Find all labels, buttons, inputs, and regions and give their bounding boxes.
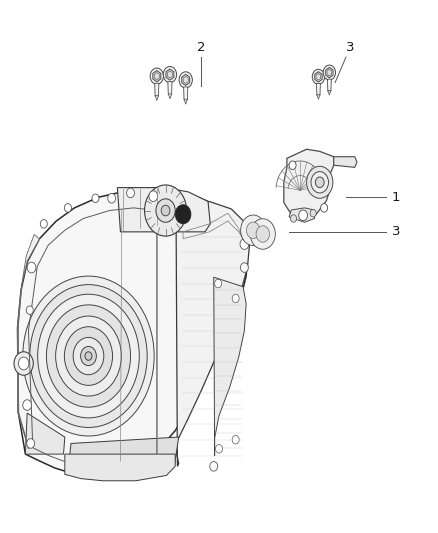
Polygon shape — [334, 157, 357, 167]
Polygon shape — [175, 201, 250, 466]
Polygon shape — [18, 235, 39, 449]
Circle shape — [64, 327, 113, 385]
Text: 2: 2 — [197, 42, 206, 54]
Circle shape — [27, 439, 35, 448]
Circle shape — [108, 193, 116, 203]
Polygon shape — [155, 95, 159, 100]
Circle shape — [23, 400, 32, 410]
Circle shape — [250, 219, 276, 249]
Circle shape — [312, 69, 325, 84]
Circle shape — [240, 215, 266, 246]
Text: 1: 1 — [392, 191, 400, 204]
Circle shape — [179, 72, 192, 88]
Circle shape — [323, 65, 336, 80]
Text: 3: 3 — [392, 225, 400, 238]
Circle shape — [30, 285, 147, 427]
Polygon shape — [25, 413, 65, 454]
Circle shape — [127, 188, 134, 198]
Polygon shape — [117, 188, 210, 232]
Circle shape — [240, 239, 249, 249]
Polygon shape — [289, 208, 314, 222]
Circle shape — [240, 263, 248, 272]
Polygon shape — [184, 99, 187, 104]
Circle shape — [38, 294, 139, 418]
Polygon shape — [328, 79, 331, 91]
Circle shape — [163, 67, 177, 83]
Circle shape — [27, 262, 36, 273]
Circle shape — [175, 205, 191, 224]
Circle shape — [14, 352, 33, 375]
Polygon shape — [18, 188, 247, 477]
Circle shape — [23, 276, 154, 436]
Circle shape — [310, 209, 316, 217]
Circle shape — [46, 305, 131, 407]
Circle shape — [232, 435, 239, 444]
Circle shape — [150, 68, 163, 84]
Circle shape — [247, 222, 260, 238]
Circle shape — [161, 205, 170, 216]
Circle shape — [56, 316, 121, 396]
Circle shape — [18, 357, 29, 370]
Polygon shape — [317, 95, 320, 99]
Circle shape — [156, 199, 175, 222]
Circle shape — [311, 172, 328, 193]
Circle shape — [145, 185, 187, 236]
Circle shape — [81, 346, 96, 366]
Circle shape — [290, 215, 297, 222]
Polygon shape — [328, 91, 331, 95]
Circle shape — [299, 210, 307, 221]
Circle shape — [315, 177, 324, 188]
Text: 3: 3 — [346, 42, 355, 54]
Circle shape — [232, 294, 239, 303]
Circle shape — [85, 352, 92, 360]
Circle shape — [64, 204, 71, 212]
Circle shape — [149, 191, 158, 201]
Circle shape — [26, 306, 33, 314]
Polygon shape — [168, 82, 172, 95]
Polygon shape — [284, 149, 334, 220]
Polygon shape — [168, 94, 172, 99]
Polygon shape — [65, 454, 175, 481]
Polygon shape — [184, 87, 188, 100]
Circle shape — [321, 204, 328, 212]
Circle shape — [215, 445, 223, 453]
Circle shape — [307, 166, 333, 198]
Circle shape — [256, 226, 269, 242]
Circle shape — [92, 194, 99, 203]
Polygon shape — [68, 437, 179, 473]
Circle shape — [40, 220, 47, 228]
Polygon shape — [214, 277, 246, 456]
Circle shape — [289, 161, 296, 169]
Polygon shape — [317, 83, 320, 95]
Circle shape — [215, 279, 222, 288]
Circle shape — [210, 462, 218, 471]
Polygon shape — [155, 83, 159, 96]
Circle shape — [73, 337, 104, 375]
